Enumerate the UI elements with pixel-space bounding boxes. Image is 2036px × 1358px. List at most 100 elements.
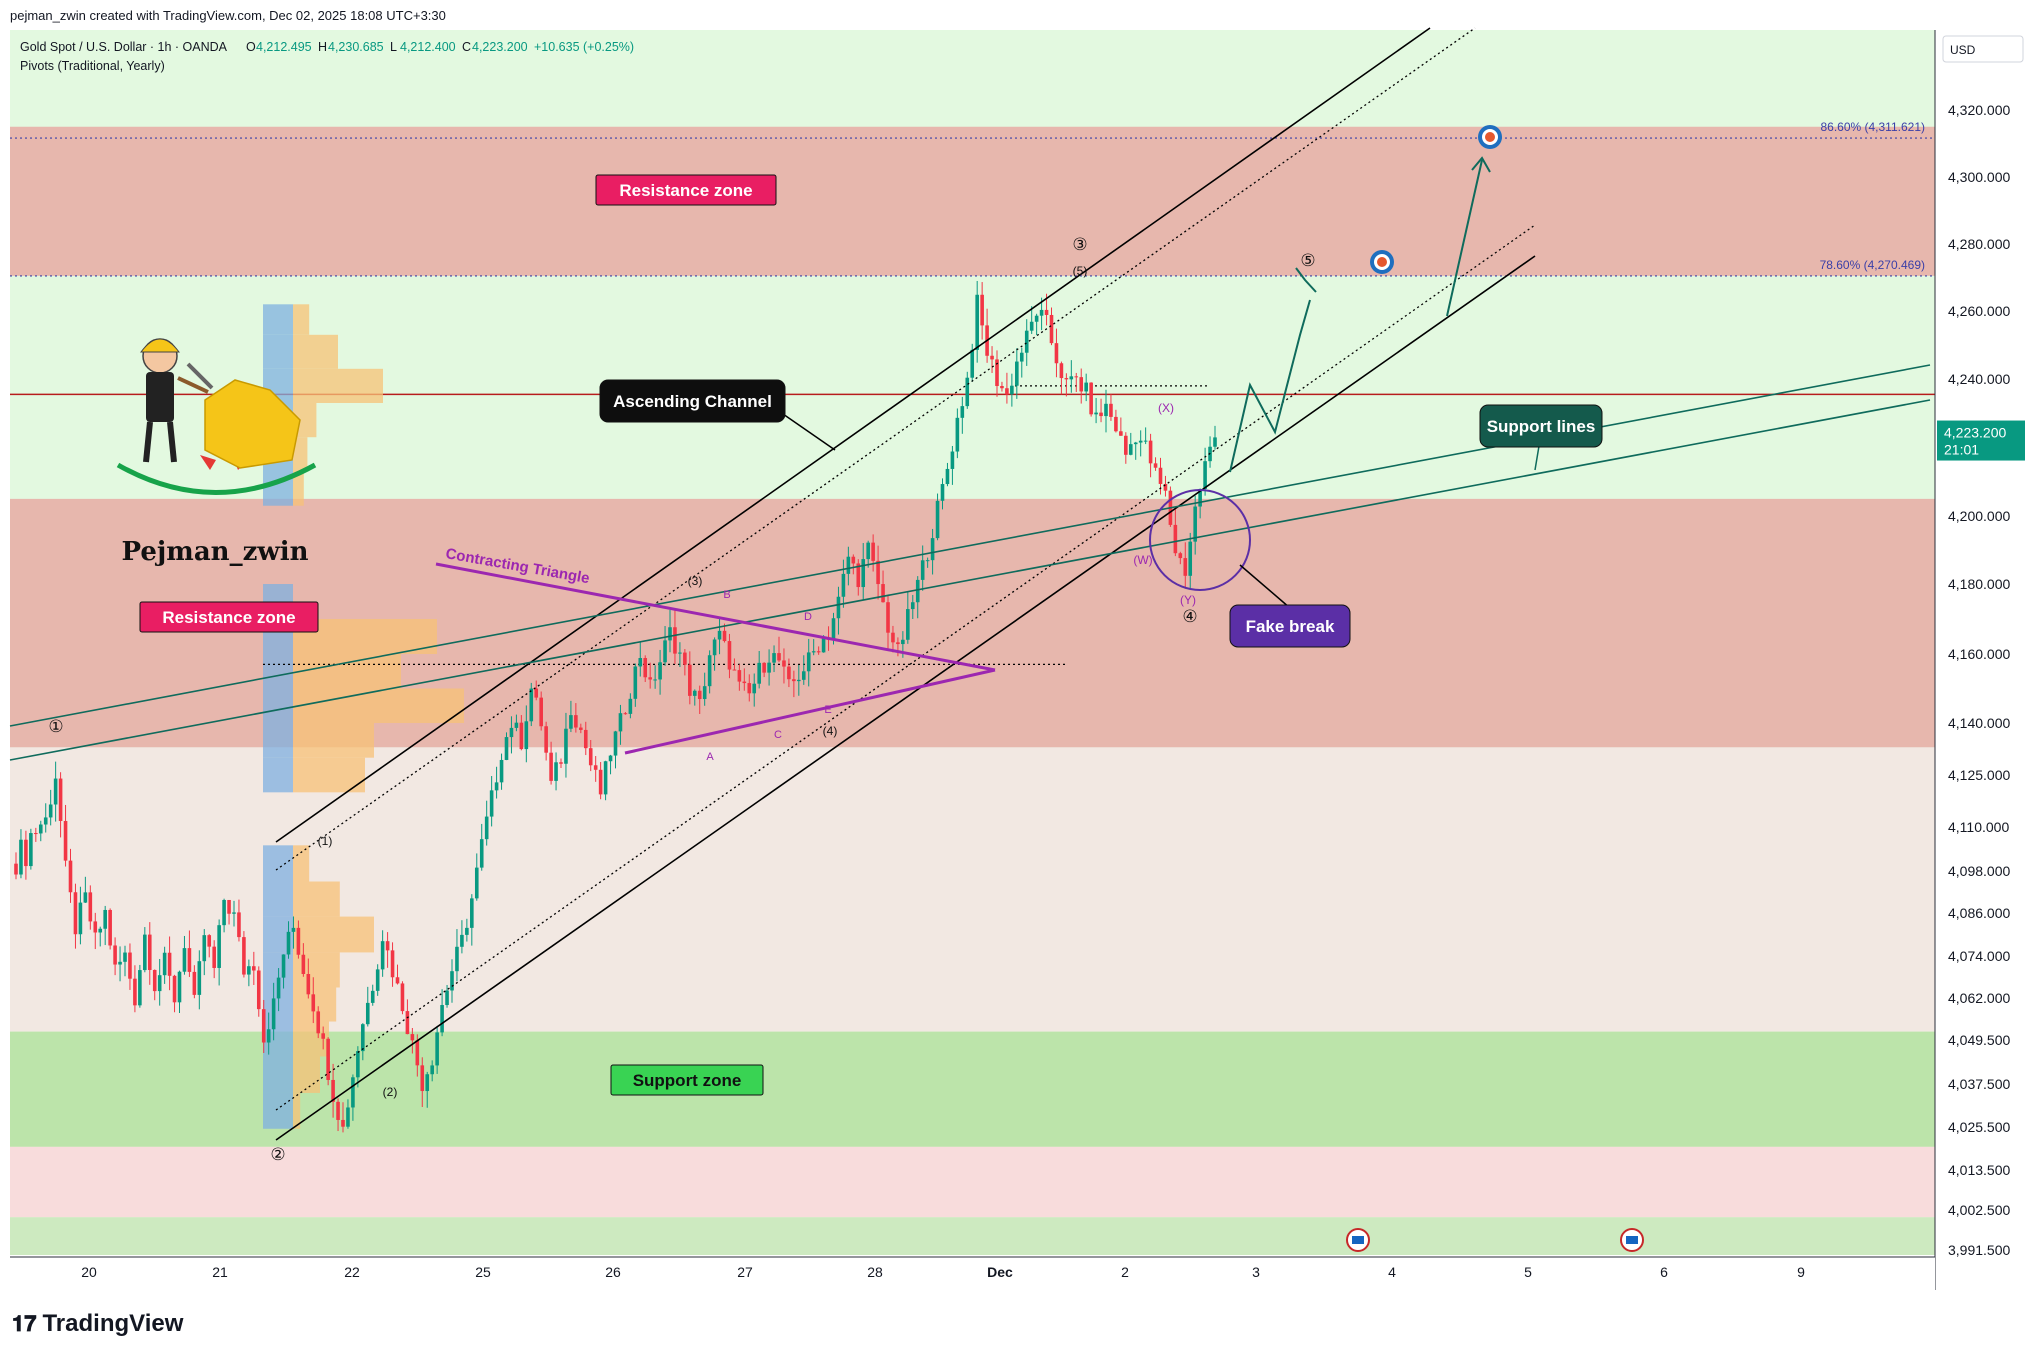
candle-body-149 xyxy=(752,683,757,694)
volume-bin-orange-4 xyxy=(293,437,308,472)
candle-body-154 xyxy=(777,653,781,661)
candle-body-211 xyxy=(1059,363,1064,379)
indicator-name: Pivots (Traditional, Yearly) xyxy=(20,59,165,73)
x-tick-1: 21 xyxy=(212,1264,228,1280)
candle-body-18 xyxy=(103,909,107,929)
tradingview-logo[interactable]: 𝟏𝟕 TradingView xyxy=(12,1310,183,1338)
resistance-label-upper-text: Resistance zone xyxy=(619,181,752,200)
y-tick-0: 4,320.000 xyxy=(1948,102,2010,118)
x-tick-7: Dec xyxy=(987,1264,1013,1280)
candle-body-1 xyxy=(19,839,23,875)
candle-body-97 xyxy=(494,782,499,791)
candle-body-70 xyxy=(361,1024,365,1052)
candle-body-27 xyxy=(147,934,152,970)
candle-body-63 xyxy=(326,1038,330,1080)
candle-body-8 xyxy=(53,778,58,805)
resistance-label-lower-text: Resistance zone xyxy=(162,608,295,627)
bar-countdown: 21:01 xyxy=(1944,442,1979,458)
wave-triangle-5-4: E xyxy=(824,704,831,716)
projection-path-1 xyxy=(1229,299,1311,473)
candle-body-78 xyxy=(400,983,405,1012)
candle-body-105 xyxy=(534,688,539,698)
fib-label-0: 86.60% (4,311.621) xyxy=(1820,120,1925,134)
candle-body-207 xyxy=(1039,309,1044,316)
candle-body-7 xyxy=(48,804,53,818)
candle-body-40 xyxy=(212,946,216,968)
candle-body-55 xyxy=(286,931,291,955)
candle-body-112 xyxy=(569,715,573,729)
support-lines-callout-text: Support lines xyxy=(1487,417,1596,436)
candle-body-234 xyxy=(1173,524,1178,554)
volume-bin-orange-15 xyxy=(293,952,340,988)
candle-body-45 xyxy=(237,912,241,938)
candle-body-61 xyxy=(316,1011,321,1034)
volume-bin-blue-8 xyxy=(263,654,293,689)
fake-break-callout: Fake break xyxy=(1229,604,1351,648)
candle-body-68 xyxy=(351,1077,355,1108)
candle-body-24 xyxy=(133,978,137,1006)
volume-bin-orange-2 xyxy=(293,368,383,403)
candle-body-175 xyxy=(881,584,885,603)
candle-body-101 xyxy=(514,722,519,728)
candle-body-80 xyxy=(410,1034,415,1041)
candle-body-197 xyxy=(990,355,994,360)
candle-body-201 xyxy=(1010,385,1014,395)
candle-body-6 xyxy=(43,817,48,825)
y-tick-17: 4,037.500 xyxy=(1948,1076,2010,1092)
candle-body-156 xyxy=(787,666,791,680)
candle-body-16 xyxy=(93,921,98,933)
candles xyxy=(14,280,1217,1133)
candle-body-37 xyxy=(197,961,202,995)
volume-bin-orange-1 xyxy=(293,334,338,369)
candle-body-150 xyxy=(757,662,761,684)
wave-circled-5: ⑤ xyxy=(1300,251,1315,271)
candle-body-227 xyxy=(1138,440,1143,443)
candle-body-104 xyxy=(529,688,534,722)
candle-body-118 xyxy=(598,769,603,795)
candle-body-48 xyxy=(252,966,256,971)
candle-body-57 xyxy=(296,927,301,955)
x-tick-5: 27 xyxy=(737,1264,753,1280)
volume-bin-orange-19 xyxy=(293,1092,301,1129)
candle-body-14 xyxy=(83,892,88,903)
candle-body-126 xyxy=(638,658,643,667)
triangle-lower-line xyxy=(624,668,996,755)
wave-triangle-5-2: C xyxy=(774,729,782,741)
candle-body-200 xyxy=(1005,388,1009,395)
volume-bin-orange-13 xyxy=(293,881,340,917)
candle-body-209 xyxy=(1049,314,1054,344)
candle-body-35 xyxy=(187,948,192,972)
support-lines-callout-box xyxy=(1479,404,1603,448)
candle-body-152 xyxy=(767,662,771,673)
candle-body-184 xyxy=(925,560,930,562)
candle-body-176 xyxy=(886,602,890,633)
candle-body-123 xyxy=(623,713,628,715)
candle-body-124 xyxy=(628,698,633,714)
resistance-label-lower-box xyxy=(139,601,319,633)
x-tick-3: 25 xyxy=(475,1264,491,1280)
projection-arrowhead-2 xyxy=(1471,156,1491,173)
author-avatar-helmet xyxy=(140,338,180,353)
candle-body-93 xyxy=(474,867,479,899)
candle-body-212 xyxy=(1064,378,1069,380)
volume-bin-blue-9 xyxy=(263,688,293,723)
economic-event-flag-1 xyxy=(1626,1236,1638,1244)
candle-body-190 xyxy=(955,417,960,452)
candle-body-183 xyxy=(920,560,925,580)
candle-body-222 xyxy=(1114,416,1118,432)
candle-body-145 xyxy=(732,669,737,671)
candle-body-215 xyxy=(1079,377,1084,392)
x-tick-2: 22 xyxy=(344,1264,360,1280)
candle-body-217 xyxy=(1089,382,1093,415)
channel-mid-upper-line xyxy=(275,27,1476,871)
fake-break-circle xyxy=(1149,489,1251,591)
y-tick-12: 4,098.000 xyxy=(1948,863,2010,879)
ohlc-value-O: 4,212.495 xyxy=(256,40,312,54)
candle-body-165 xyxy=(831,618,836,640)
currency-button xyxy=(1942,35,2024,63)
price-axis-panel xyxy=(1935,30,2036,1295)
volume-bin-orange-18 xyxy=(293,1056,320,1093)
wave-minor-0: (1) xyxy=(318,834,333,848)
candle-body-107 xyxy=(544,726,548,753)
candle-body-214 xyxy=(1074,376,1079,378)
